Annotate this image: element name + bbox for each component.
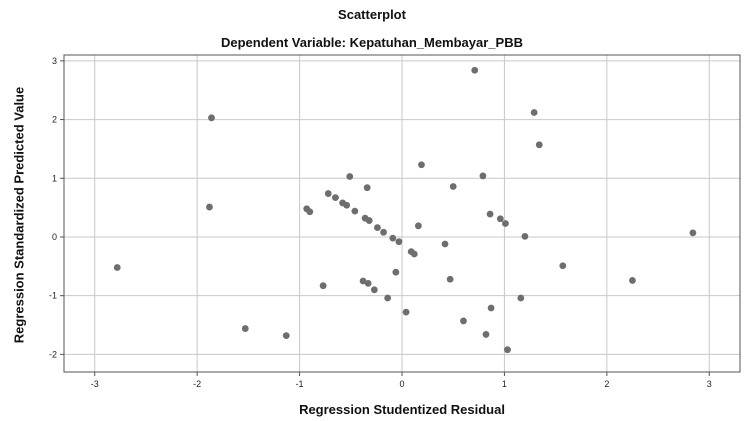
scatter-point xyxy=(343,202,350,209)
y-tick-label: 3 xyxy=(52,56,57,66)
scatter-point xyxy=(517,295,524,302)
scatter-point xyxy=(384,295,391,302)
scatter-point xyxy=(411,251,418,258)
x-tick-label: 3 xyxy=(707,379,712,389)
y-tick-label: 1 xyxy=(52,173,57,183)
scatter-point xyxy=(483,331,490,338)
scatter-point xyxy=(497,215,504,222)
scatter-point xyxy=(365,280,372,287)
y-axis-label: Regression Standardized Predicted Value xyxy=(12,87,27,343)
scatter-point xyxy=(208,114,215,121)
scatter-point xyxy=(559,262,566,269)
x-tick-label: -3 xyxy=(91,379,99,389)
scatter-point xyxy=(364,184,371,191)
scatter-point xyxy=(374,224,381,231)
scatter-point xyxy=(389,235,396,242)
scatter-point xyxy=(531,109,538,116)
scatter-point xyxy=(460,318,467,325)
scatter-point xyxy=(320,282,327,289)
scatter-point xyxy=(380,229,387,236)
y-tick-label: 0 xyxy=(52,232,57,242)
scatter-point xyxy=(629,277,636,284)
x-tick-label: 2 xyxy=(604,379,609,389)
scatter-point xyxy=(306,208,313,215)
scatter-point xyxy=(418,161,425,168)
scatter-point xyxy=(396,238,403,245)
scatter-point xyxy=(346,173,353,180)
scatter-point xyxy=(689,229,696,236)
scatter-point xyxy=(332,194,339,201)
scatter-point xyxy=(206,204,213,211)
scatter-point xyxy=(403,309,410,316)
scatter-point xyxy=(471,67,478,74)
scatter-point xyxy=(325,190,332,197)
scatter-point xyxy=(487,211,494,218)
scatter-point xyxy=(392,269,399,276)
scatter-point xyxy=(480,173,487,180)
data-points xyxy=(114,67,696,353)
scatter-point xyxy=(351,208,358,215)
scatter-point xyxy=(415,222,422,229)
y-tick-label: -1 xyxy=(49,291,57,301)
x-tick-label: 0 xyxy=(399,379,404,389)
y-tick-label: -2 xyxy=(49,349,57,359)
axis-ticks: -3 -2 -1 0 1 2 3 -2 -1 0 1 2 3 xyxy=(49,56,712,389)
y-tick-label: 2 xyxy=(52,115,57,125)
scatter-point xyxy=(502,220,509,227)
scatter-point xyxy=(114,264,121,271)
scatter-point xyxy=(442,241,449,248)
scatter-point xyxy=(366,217,373,224)
scatter-point xyxy=(504,346,511,353)
x-tick-label: -2 xyxy=(193,379,201,389)
scatter-point xyxy=(488,305,495,312)
scatter-point xyxy=(522,233,529,240)
grid-lines xyxy=(64,55,740,372)
scatter-point xyxy=(283,332,290,339)
x-axis-label: Regression Studentized Residual xyxy=(64,402,740,417)
scatter-point xyxy=(242,325,249,332)
scatter-point xyxy=(536,141,543,148)
scatter-point xyxy=(371,286,378,293)
scatter-point xyxy=(447,276,454,283)
x-tick-label: 1 xyxy=(502,379,507,389)
scatter-point xyxy=(450,183,457,190)
x-tick-label: -1 xyxy=(296,379,304,389)
